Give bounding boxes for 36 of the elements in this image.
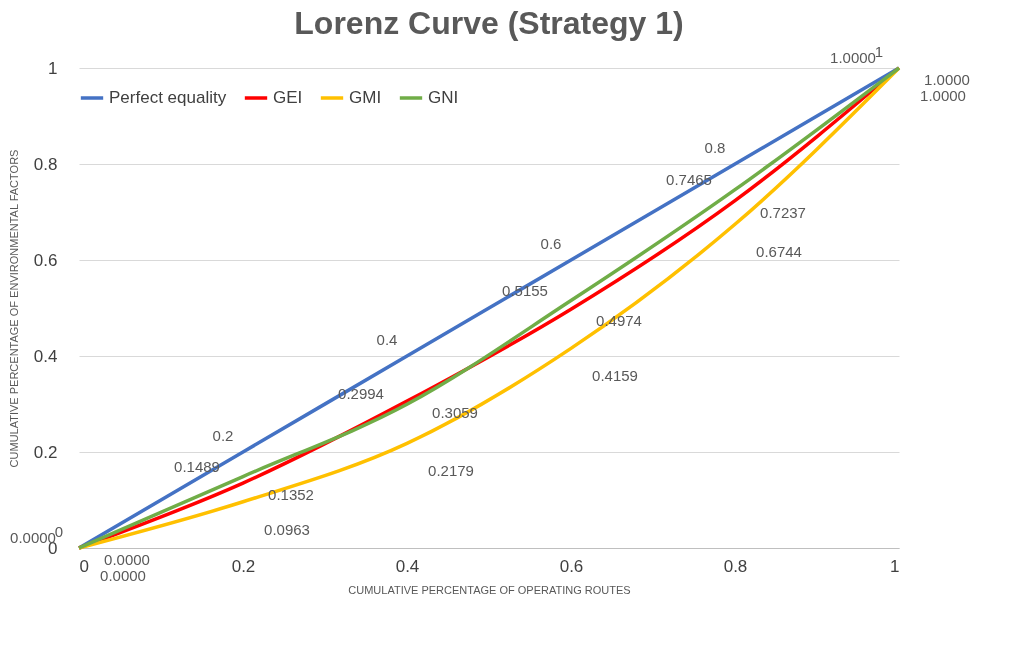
legend-label: GMI: [349, 88, 382, 107]
x-tick-label: 1: [890, 556, 900, 576]
y-tick-label: 0.8: [33, 154, 58, 174]
data-label: 0.0000: [104, 551, 150, 568]
data-label: 1.0000: [920, 87, 966, 104]
y-tick-label: 0.4: [33, 346, 58, 366]
data-label: 0.6: [540, 235, 562, 252]
y-tick-label: 0.6: [33, 250, 58, 270]
data-label: 0.0963: [264, 520, 310, 538]
x-tick-label: 0.6: [559, 556, 584, 576]
x-tick-label: 0.8: [723, 556, 748, 576]
x-tick-label: 0.4: [395, 556, 420, 576]
data-label: 1: [874, 43, 884, 60]
chart-title: Lorenz Curve (Strategy 1): [294, 5, 684, 41]
y-axis-title: CUMULATIVE PERCENTAGE OF ENVIRONMENTAL FACTORS: [7, 149, 20, 468]
data-label: 0.4159: [592, 367, 638, 385]
legend-label: Perfect equality: [109, 88, 227, 107]
data-label: 0.0000: [100, 567, 146, 584]
data-label: 1.0000: [924, 71, 970, 88]
data-label: 1.0000: [830, 49, 876, 66]
legend-label: GEI: [273, 88, 303, 107]
data-label: 0.6744: [756, 243, 802, 261]
y-tick-label: 1: [48, 58, 58, 78]
data-label: 0.1489: [174, 457, 220, 475]
data-label: 0.2179: [428, 462, 474, 480]
line-series: [77, 66, 901, 550]
y-tick-label: 0.2: [33, 442, 58, 462]
legend-label: GNI: [428, 88, 459, 107]
data-label: 0.2: [212, 427, 234, 444]
x-tick-label: 0.2: [231, 556, 256, 576]
x-tick-label: 0: [79, 556, 89, 576]
data-label: 0.7237: [760, 203, 806, 221]
x-axis-title: CUMULATIVE PERCENTAGE OF OPERATING ROUTES: [348, 583, 631, 596]
data-label: 0.8: [704, 139, 726, 156]
data-label: 0.1352: [268, 486, 314, 504]
data-label: 0.4: [376, 331, 398, 348]
